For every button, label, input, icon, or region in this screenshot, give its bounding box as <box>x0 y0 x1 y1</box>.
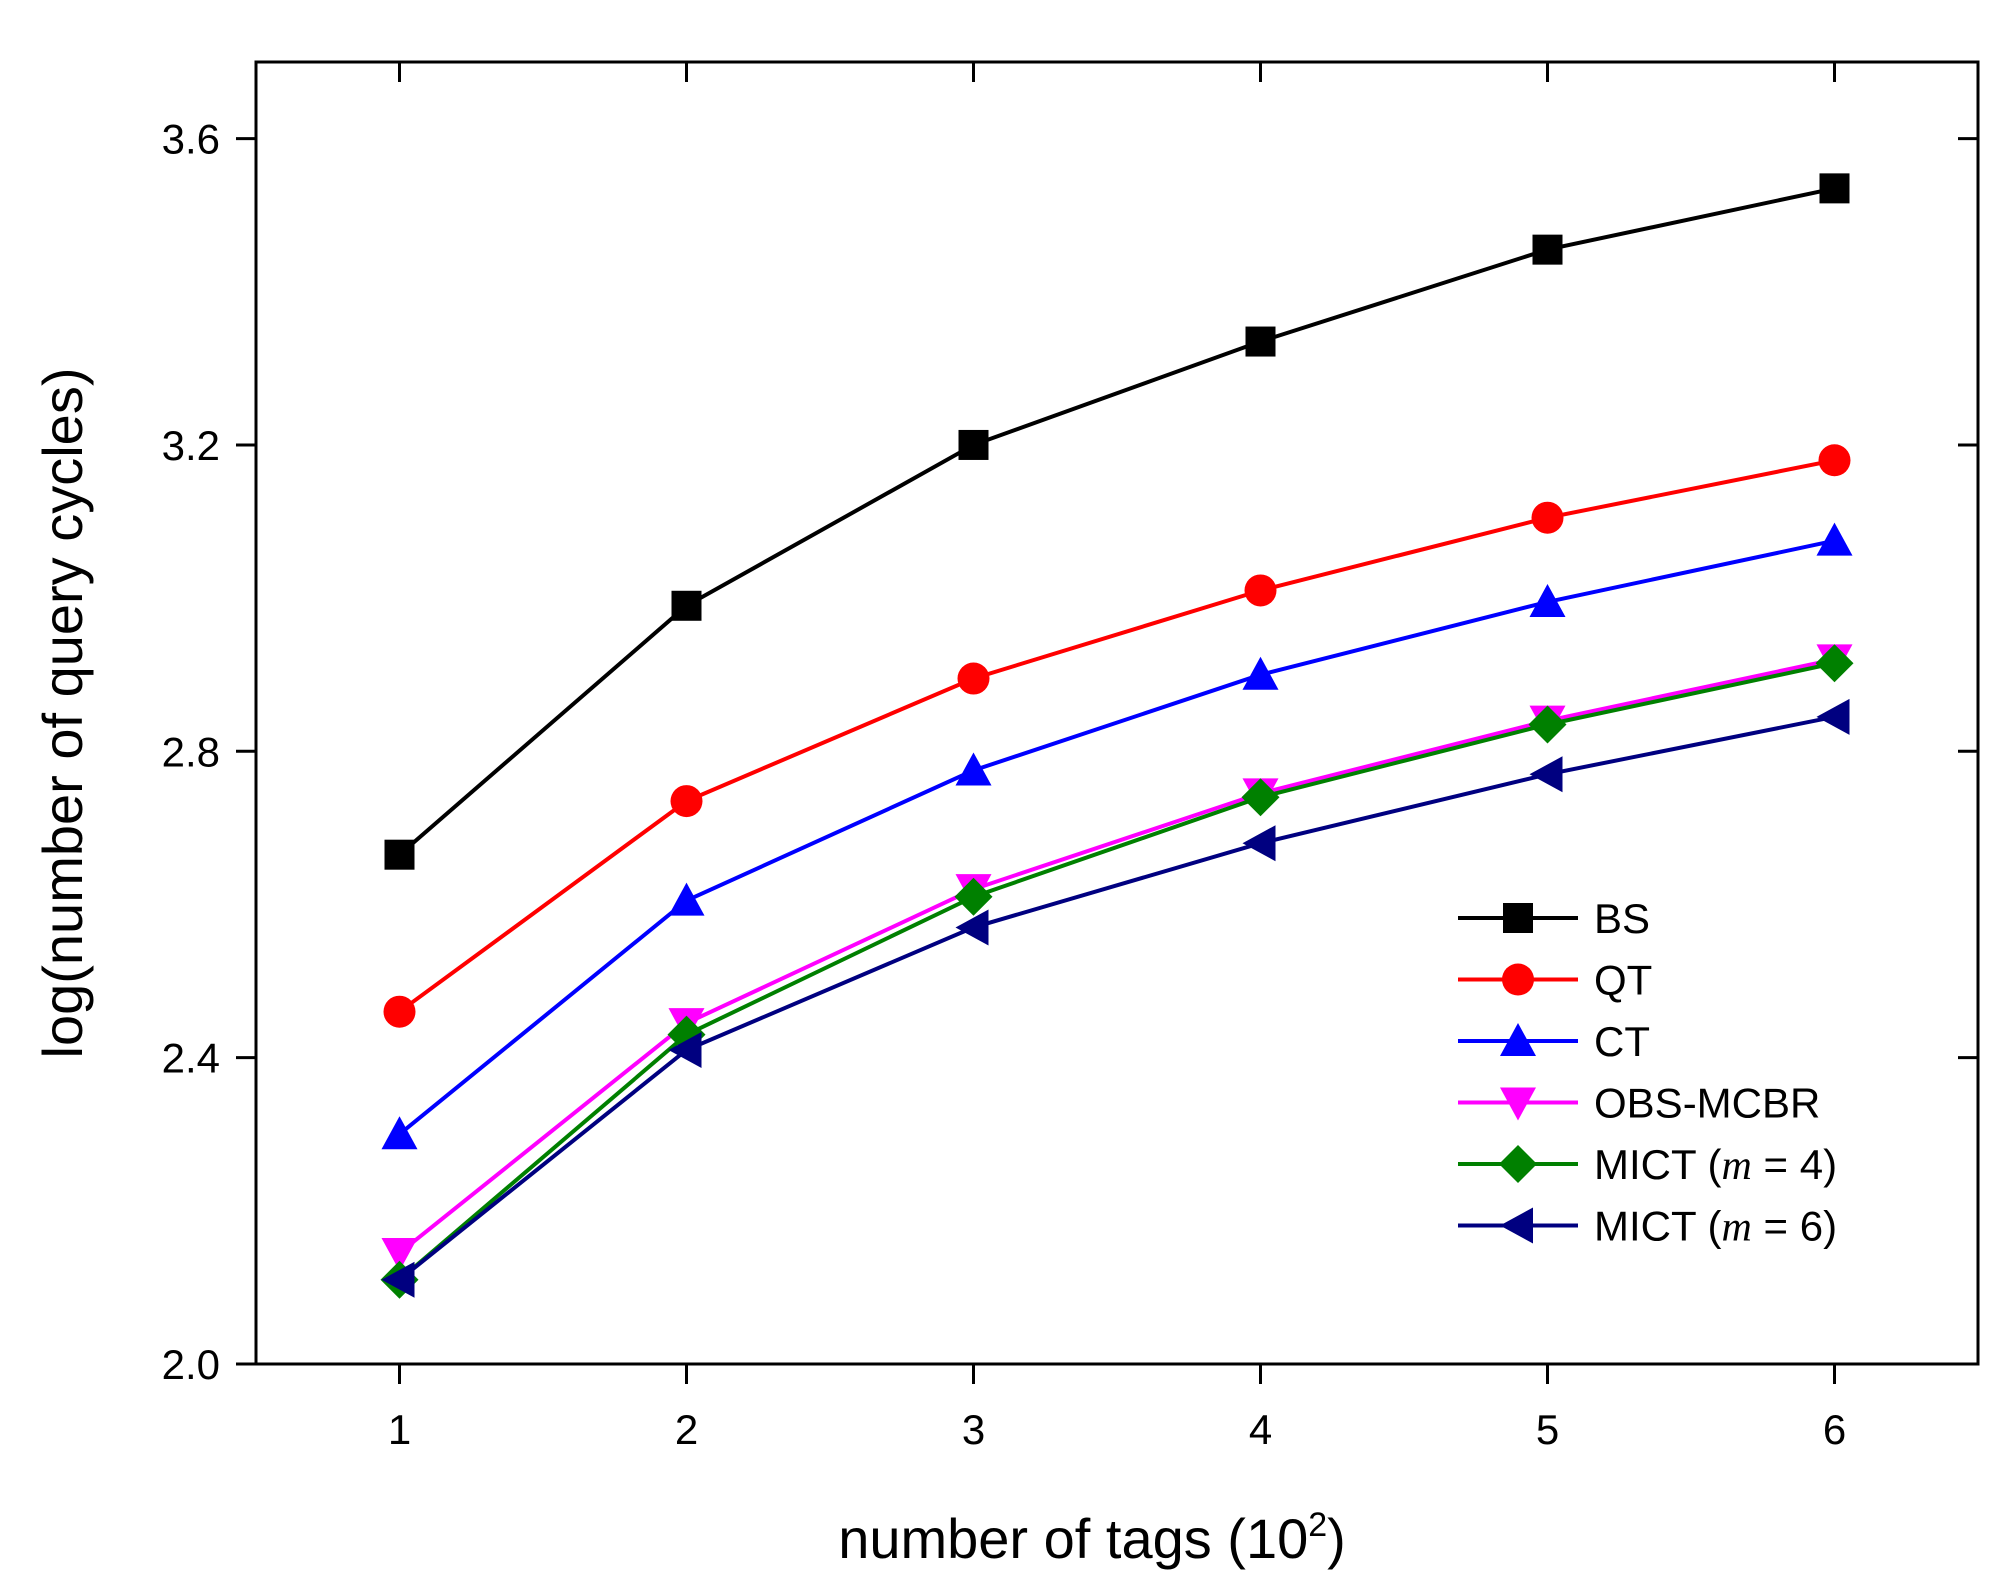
data-point <box>383 995 416 1028</box>
data-point <box>1532 234 1563 265</box>
x-tick-label: 6 <box>1823 1406 1846 1453</box>
series-line <box>398 714 1835 1282</box>
plot-frame <box>254 60 1980 1366</box>
x-tick-label: 2 <box>675 1406 698 1453</box>
legend-entry: BS <box>1458 895 1650 942</box>
legend-entry: OBS-MCBR <box>1458 1080 1820 1127</box>
legend-entry: MICT (m = 4) <box>1458 1141 1837 1189</box>
legend-marker <box>1503 903 1533 933</box>
legend-label-text: MICT ( <box>1594 1141 1722 1188</box>
legend-label-variable: m <box>1722 1205 1752 1251</box>
data-point <box>1815 644 1854 683</box>
legend-label-variable: m <box>1722 1143 1752 1189</box>
legend-label: MICT (m = 6) <box>1594 1203 1837 1251</box>
x-axis-title-superscript: 2 <box>1308 1506 1327 1544</box>
legend-marker <box>1500 1023 1536 1056</box>
legend-label: MICT (m = 4) <box>1594 1141 1837 1189</box>
data-point <box>1818 444 1851 477</box>
data-point <box>670 785 703 818</box>
series-bs <box>384 173 1850 870</box>
data-point <box>1531 501 1564 534</box>
x-tick-label: 3 <box>962 1406 985 1453</box>
data-point <box>954 877 993 916</box>
data-point <box>668 882 705 916</box>
y-axis-title: log(number of query cycles) <box>31 368 94 1059</box>
series-line <box>398 657 1835 1255</box>
y-tick-label: 2.0 <box>162 1341 220 1388</box>
series-mict-m-6 <box>381 698 1850 1298</box>
x-tick-label: 5 <box>1536 1406 1559 1453</box>
legend-label: OBS-MCBR <box>1594 1080 1820 1127</box>
data-point <box>1242 656 1279 690</box>
data-point <box>1816 522 1853 556</box>
data-point <box>957 662 990 695</box>
data-point <box>1244 574 1277 607</box>
legend-label: QT <box>1594 957 1652 1004</box>
data-point <box>1529 756 1563 793</box>
data-point <box>671 590 702 621</box>
legend-label-text: BS <box>1594 895 1650 942</box>
data-point <box>1528 705 1567 744</box>
legend-label-text: = 6) <box>1752 1203 1837 1250</box>
series-line <box>398 458 1835 1014</box>
legend-label-text: MICT ( <box>1594 1203 1722 1250</box>
x-axis-title-close: ) <box>1327 1507 1346 1570</box>
data-point <box>668 1031 702 1068</box>
legend-entry: CT <box>1458 1018 1650 1065</box>
series-line <box>398 538 1835 1136</box>
data-point <box>1529 583 1566 617</box>
legend-label-text: = 4) <box>1752 1141 1837 1188</box>
data-point <box>958 429 989 460</box>
data-point <box>955 752 992 786</box>
data-point <box>381 1261 415 1298</box>
data-point <box>1245 326 1276 357</box>
y-tick-label: 2.8 <box>162 728 220 775</box>
legend-label-text: QT <box>1594 957 1652 1004</box>
legend-label-text: CT <box>1594 1018 1650 1065</box>
series-layer <box>380 173 1854 1299</box>
legend-marker <box>1502 963 1534 996</box>
series-line <box>398 661 1835 1282</box>
legend-entry: MICT (m = 6) <box>1458 1203 1837 1251</box>
data-point <box>1241 778 1280 817</box>
y-tick-label: 2.4 <box>162 1035 220 1082</box>
x-tick-label: 4 <box>1249 1406 1272 1453</box>
data-point <box>1819 173 1850 204</box>
series-line <box>398 186 1835 857</box>
data-point <box>1242 825 1276 862</box>
legend-label: CT <box>1594 1018 1650 1065</box>
data-point <box>381 1237 418 1271</box>
legend-label: BS <box>1594 895 1650 942</box>
legend-entry: QT <box>1458 957 1652 1004</box>
x-axis-title-main: number of tags (10 <box>838 1507 1308 1570</box>
legend-marker <box>1499 1145 1537 1183</box>
series-qt <box>383 444 1851 1028</box>
x-axis-title: number of tags (102) <box>838 1506 1346 1570</box>
x-tick-label: 1 <box>388 1406 411 1453</box>
series-ct <box>381 522 1853 1150</box>
y-tick-label: 3.2 <box>162 422 220 469</box>
data-point <box>955 909 989 946</box>
legend-marker <box>1500 1207 1533 1244</box>
legend-marker <box>1500 1087 1536 1121</box>
axis-ticks: 1 2 3 4 5 6 2.0 2.4 2.8 3.2 3.6 <box>162 62 1978 1453</box>
y-tick-label: 3.6 <box>162 116 220 163</box>
legend-label-text: OBS-MCBR <box>1594 1080 1820 1127</box>
data-point <box>1816 698 1850 735</box>
data-point <box>384 839 415 870</box>
data-point <box>381 1116 418 1150</box>
